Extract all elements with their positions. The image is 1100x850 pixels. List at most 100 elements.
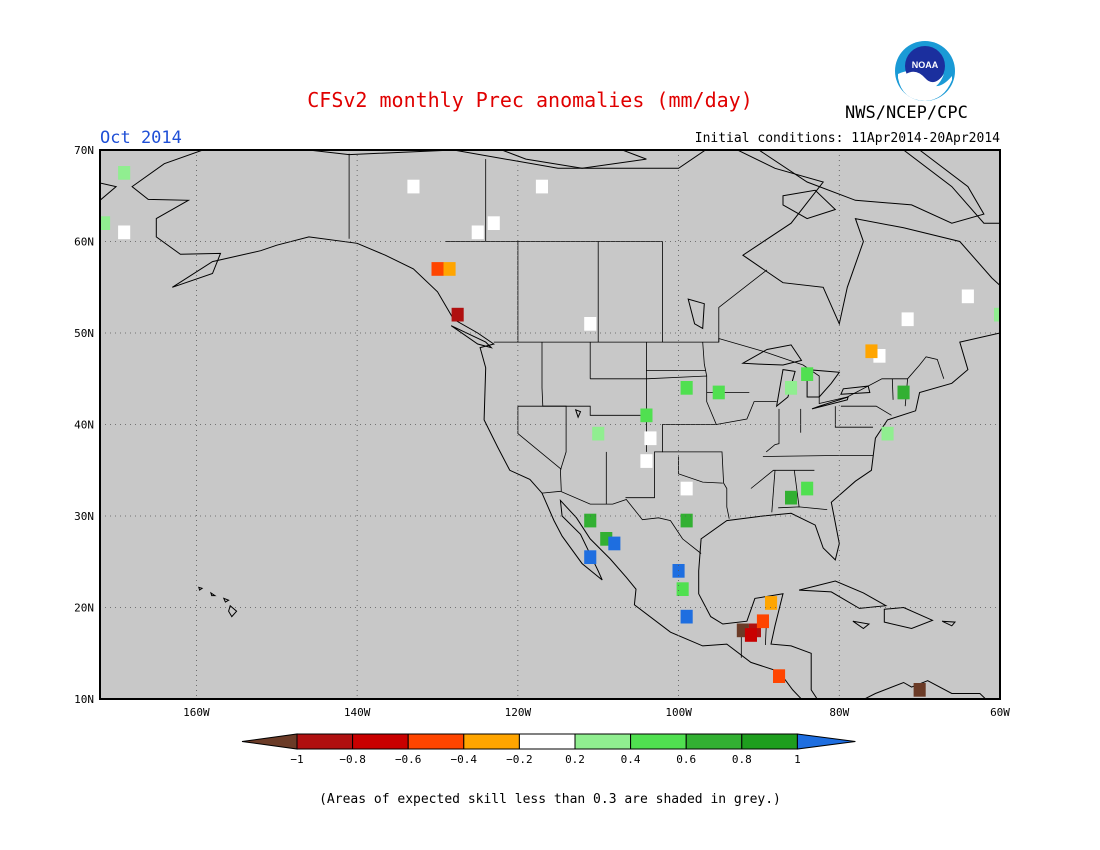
colorbar: −1 −0.8 −0.6 −0.4 −0.2 0.2 0.4 0.6 0.8 1: [241, 733, 856, 766]
colorbar-high-arrow: [796, 733, 856, 750]
logo-text: NOAA: [912, 60, 939, 70]
political-border: [702, 342, 708, 377]
colorbar-tick-label: 0.2: [565, 753, 585, 766]
anomaly-cell: [640, 408, 653, 423]
political-border: [891, 378, 894, 400]
noaa-logo: NOAA: [895, 41, 955, 101]
anomaly-cell: [487, 216, 500, 230]
coastline: [758, 150, 985, 224]
coastline: [210, 591, 217, 597]
political-border: [778, 506, 828, 510]
coastline: [131, 150, 1000, 699]
anomaly-cell: [773, 669, 786, 683]
coastline: [852, 620, 871, 630]
chart-title-text: CFSv2 monthly Prec anomalies (mm/day): [307, 88, 753, 112]
anomaly-cell: [961, 289, 974, 304]
coastline: [198, 586, 204, 591]
land-outlines: [100, 150, 1059, 699]
anomaly-cell: [407, 179, 420, 194]
anomaly-cell: [785, 381, 798, 395]
anomaly-cell: [744, 628, 757, 642]
coastline: [775, 369, 796, 408]
coastline: [222, 597, 230, 603]
agency-label: NWS/NCEP/CPC: [845, 103, 968, 123]
skill-footnote: (Areas of expected skill less than 0.3 a…: [319, 792, 781, 807]
political-border: [750, 469, 815, 489]
anomaly-cell: [584, 550, 597, 564]
lon-label: 100W: [665, 706, 692, 719]
political-border: [765, 408, 780, 453]
political-border: [793, 470, 800, 507]
anomaly-cell: [801, 481, 814, 496]
political-border: [840, 405, 892, 416]
anomaly-cell: [118, 166, 131, 180]
anomaly-cell: [584, 513, 597, 528]
anomaly-cell: [801, 367, 814, 381]
lon-label: 140W: [344, 706, 371, 719]
colorbar-segment: [407, 733, 465, 750]
political-border: [834, 406, 873, 428]
longitude-labels: 160W 140W 120W 100W 80W 60W: [183, 706, 1010, 719]
anomaly-cell: [443, 262, 456, 276]
anomaly-cell: [592, 426, 605, 441]
anomaly-cell: [680, 609, 693, 624]
anomaly-cell: [118, 225, 131, 240]
lon-label: 60W: [990, 706, 1010, 719]
coastline: [500, 150, 647, 169]
coastline: [228, 604, 238, 618]
political-border: [493, 337, 945, 405]
colorbar-tick-label: −0.2: [506, 753, 533, 766]
coastline: [782, 189, 837, 220]
colorbar-segment: [518, 733, 576, 750]
colorbar-tick-label: 0.6: [676, 753, 696, 766]
colorbar-tick-label: −1: [290, 753, 303, 766]
anomaly-cell: [765, 596, 778, 610]
political-border: [541, 342, 567, 492]
colorbar-tick-label: −0.6: [395, 753, 422, 766]
anomaly-cell: [680, 513, 693, 528]
colorbar-low-arrow: [241, 733, 298, 750]
anomaly-cell: [471, 225, 484, 240]
anomaly-cell: [680, 381, 693, 395]
anomaly-cell: [535, 179, 548, 194]
political-border: [718, 269, 768, 343]
lat-label: 50N: [74, 327, 94, 340]
lat-lon-gridlines: [100, 150, 1000, 699]
anomaly-cell: [100, 216, 111, 230]
anomaly-cell: [680, 481, 693, 496]
anomaly-cell: [756, 614, 769, 629]
colorbar-segment: [296, 733, 354, 750]
valid-month: Oct 2014: [100, 128, 182, 148]
colorbar-tick-label: 0.4: [621, 753, 641, 766]
political-border: [590, 375, 717, 499]
map-frame: [99, 149, 1001, 700]
coastline: [741, 344, 803, 366]
coastline: [450, 325, 493, 349]
coastline: [1004, 319, 1059, 362]
lat-label: 30N: [74, 510, 94, 523]
lat-label: 60N: [74, 236, 94, 249]
political-border: [517, 342, 647, 416]
lat-label: 40N: [74, 419, 94, 432]
political-border: [762, 455, 873, 457]
lat-label: 10N: [74, 693, 94, 706]
colorbar-segment: [630, 733, 687, 750]
anomaly-cell: [644, 431, 657, 446]
colorbar-tick-label: 1: [794, 753, 801, 766]
anomaly-cell: [785, 490, 798, 505]
anomaly-cell: [712, 385, 725, 400]
lon-label: 160W: [183, 706, 210, 719]
anomaly-cell: [913, 683, 926, 697]
coastline: [687, 298, 705, 330]
lon-label: 120W: [505, 706, 532, 719]
anomaly-cell: [451, 307, 464, 322]
colorbar-segment: [741, 733, 798, 750]
political-border: [771, 470, 776, 513]
initial-conditions: Initial conditions: 11Apr2014-20Apr2014: [694, 131, 1000, 146]
anomaly-cell: [865, 344, 878, 359]
colorbar-segment: [574, 733, 632, 750]
anomaly-cell: [431, 262, 444, 276]
lat-label: 70N: [74, 144, 94, 157]
anomaly-cell: [897, 385, 910, 400]
